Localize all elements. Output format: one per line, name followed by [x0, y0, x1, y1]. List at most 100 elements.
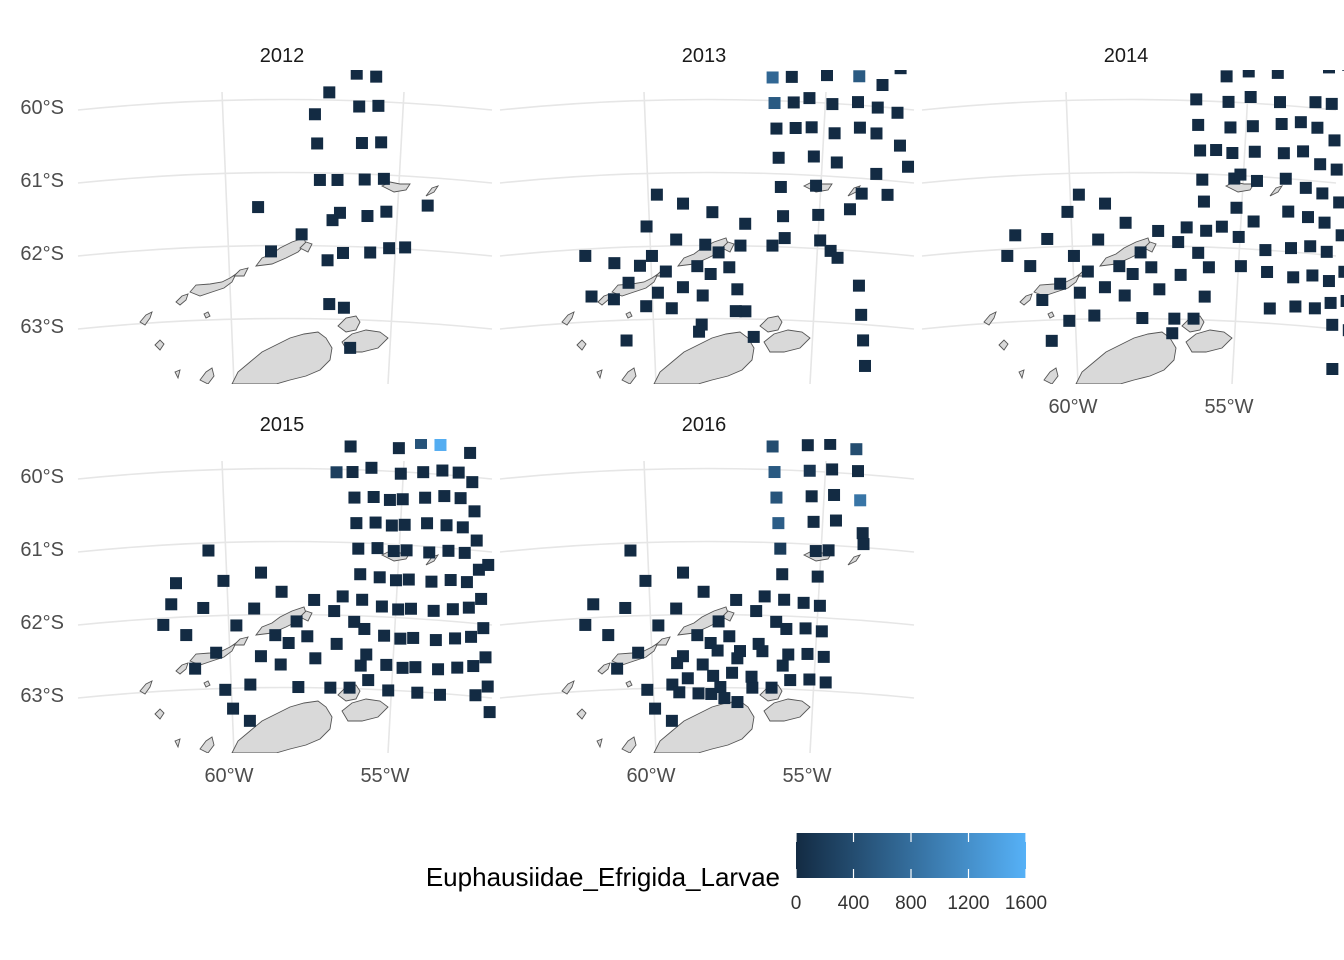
y-axis-labels: 60°S 61°S 62°S 63°S 60°S 61°S 62°S 63°S [20, 97, 64, 707]
station-marker [328, 605, 341, 618]
station-marker [766, 239, 779, 252]
stations-2012 [252, 70, 434, 354]
station-marker [670, 233, 683, 246]
station-marker [770, 615, 783, 628]
station-marker [870, 127, 883, 140]
station-marker [852, 96, 864, 109]
station-marker [1314, 158, 1327, 171]
station-marker [670, 602, 683, 615]
station-marker [1198, 290, 1211, 303]
station-marker [452, 466, 465, 479]
station-marker [369, 516, 382, 529]
landmass [139, 181, 440, 384]
station-marker [1113, 260, 1126, 273]
station-marker [1118, 289, 1131, 302]
station-marker [1250, 174, 1263, 187]
station-marker [180, 629, 193, 642]
station-marker [692, 687, 705, 700]
station-marker [202, 544, 215, 557]
station-marker [859, 359, 871, 372]
station-marker [396, 493, 409, 506]
y-tick-label: 63°S [20, 316, 64, 338]
station-marker [1333, 196, 1344, 209]
station-marker [691, 260, 704, 273]
station-marker [446, 603, 459, 616]
station-marker [477, 622, 490, 635]
station-marker [776, 659, 789, 672]
station-marker [350, 517, 363, 530]
legend-title: Euphausiidae_Efrigida_Larvae [426, 862, 780, 892]
station-marker [693, 325, 706, 338]
station-marker [821, 70, 833, 82]
y-tick-label: 62°S [20, 612, 64, 634]
station-marker [726, 666, 739, 679]
station-marker [469, 689, 482, 702]
station-marker [831, 251, 844, 264]
station-marker [468, 505, 481, 518]
station-marker [640, 300, 653, 313]
station-marker [1224, 121, 1237, 134]
station-marker [1248, 145, 1261, 158]
station-marker [731, 696, 744, 709]
station-marker [331, 173, 344, 186]
station-marker [1306, 269, 1319, 282]
station-marker [411, 686, 424, 699]
station-marker [265, 245, 277, 258]
station-marker [772, 517, 785, 530]
station-marker [1338, 265, 1344, 278]
station-marker [1099, 197, 1112, 210]
station-marker [449, 632, 462, 645]
station-marker [641, 683, 654, 696]
station-marker [677, 566, 690, 579]
station-marker [766, 440, 779, 453]
station-marker [1054, 277, 1067, 290]
station-marker [189, 662, 202, 675]
station-marker [1036, 294, 1049, 307]
stations-2013 [579, 70, 915, 372]
station-marker [479, 651, 492, 664]
station-marker [417, 466, 430, 479]
station-marker [633, 259, 646, 272]
legend-tick-label: 400 [838, 893, 870, 914]
station-marker [770, 122, 783, 135]
station-marker [311, 137, 324, 150]
station-marker [382, 684, 395, 697]
station-marker [810, 179, 823, 192]
station-marker [1335, 229, 1344, 242]
station-marker [824, 439, 837, 450]
station-marker [1234, 168, 1247, 181]
station-marker [337, 246, 349, 259]
station-marker [815, 625, 828, 638]
station-marker [1134, 246, 1147, 259]
station-marker [857, 334, 870, 347]
station-marker [433, 688, 446, 701]
panel-2016: 2016 [499, 414, 915, 753]
station-marker [619, 601, 632, 614]
station-marker [1259, 244, 1272, 257]
station-marker [1311, 121, 1324, 134]
station-marker [891, 106, 904, 119]
stations-2016 [579, 439, 870, 727]
station-marker [1282, 205, 1295, 218]
station-marker [712, 246, 725, 259]
station-marker [854, 494, 867, 507]
station-marker [1308, 302, 1321, 315]
station-marker [645, 249, 658, 262]
station-marker [787, 96, 800, 109]
station-marker [483, 706, 496, 719]
station-marker [434, 439, 447, 451]
station-marker [747, 330, 760, 343]
x-tick-label: 55°W [782, 765, 831, 787]
station-marker [1274, 96, 1286, 109]
station-marker [819, 676, 832, 689]
station-marker [1126, 268, 1139, 280]
station-marker [353, 100, 366, 113]
station-marker [1285, 242, 1297, 255]
station-marker [472, 563, 485, 576]
station-marker [705, 687, 718, 700]
station-marker [893, 139, 906, 152]
station-marker [1325, 97, 1338, 110]
station-marker [371, 542, 384, 555]
station-marker [807, 150, 820, 163]
station-marker [1045, 334, 1058, 347]
